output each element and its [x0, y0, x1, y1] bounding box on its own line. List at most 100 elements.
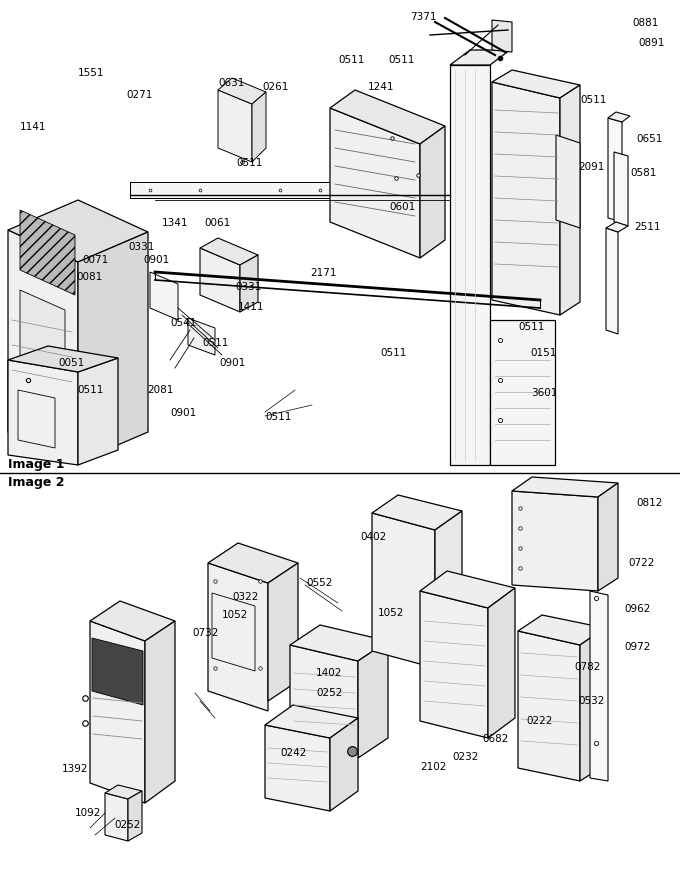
Text: 1341: 1341 — [162, 218, 188, 228]
Polygon shape — [78, 232, 148, 462]
Text: 1411: 1411 — [238, 302, 265, 312]
Polygon shape — [450, 65, 490, 465]
Text: 0511: 0511 — [77, 385, 103, 395]
Text: 0232: 0232 — [452, 752, 478, 762]
Polygon shape — [512, 491, 598, 591]
Polygon shape — [208, 563, 268, 711]
Text: 1551: 1551 — [78, 68, 105, 78]
Text: 0511: 0511 — [388, 55, 414, 65]
Text: 0732: 0732 — [192, 628, 218, 638]
Polygon shape — [330, 108, 420, 258]
Text: 0511: 0511 — [236, 158, 262, 168]
Text: 0601: 0601 — [389, 202, 415, 212]
Text: 0331: 0331 — [235, 282, 261, 292]
Polygon shape — [8, 200, 148, 262]
Polygon shape — [512, 477, 618, 497]
Polygon shape — [90, 621, 145, 803]
Polygon shape — [490, 320, 555, 465]
Polygon shape — [330, 718, 358, 811]
Text: 0511: 0511 — [338, 55, 364, 65]
Polygon shape — [92, 638, 143, 705]
Polygon shape — [200, 238, 258, 265]
Polygon shape — [420, 591, 488, 738]
Text: 0651: 0651 — [636, 134, 662, 144]
Polygon shape — [20, 290, 65, 400]
Text: 0962: 0962 — [624, 604, 650, 614]
Polygon shape — [435, 511, 462, 668]
Text: 0901: 0901 — [143, 255, 169, 265]
Text: 0252: 0252 — [114, 820, 140, 830]
Text: 0511: 0511 — [580, 95, 607, 105]
Polygon shape — [252, 92, 266, 162]
Polygon shape — [358, 641, 388, 758]
Polygon shape — [330, 90, 445, 144]
Polygon shape — [420, 126, 445, 258]
Text: 0972: 0972 — [624, 642, 650, 652]
Polygon shape — [608, 112, 630, 122]
Text: 0071: 0071 — [82, 255, 108, 265]
Text: 0682: 0682 — [482, 734, 509, 744]
Text: 0631: 0631 — [218, 78, 244, 88]
Text: 1241: 1241 — [368, 82, 394, 92]
Polygon shape — [290, 645, 358, 758]
Text: Image 1: Image 1 — [8, 458, 65, 471]
Text: 0532: 0532 — [578, 696, 605, 706]
Text: 0891: 0891 — [638, 38, 664, 48]
Text: Image 2: Image 2 — [8, 476, 65, 489]
Polygon shape — [200, 248, 240, 312]
Text: 2091: 2091 — [578, 162, 605, 172]
Text: 0252: 0252 — [316, 688, 342, 698]
Polygon shape — [614, 152, 628, 226]
Polygon shape — [8, 230, 78, 462]
Text: 0812: 0812 — [636, 498, 662, 508]
Text: 0881: 0881 — [632, 18, 658, 28]
Text: 0552: 0552 — [306, 578, 333, 588]
Text: 1052: 1052 — [378, 608, 405, 618]
Text: 0722: 0722 — [628, 558, 654, 568]
Text: 2171: 2171 — [310, 268, 337, 278]
Polygon shape — [128, 791, 142, 841]
Polygon shape — [560, 85, 580, 315]
Text: 3601: 3601 — [531, 388, 558, 398]
Text: 0242: 0242 — [280, 748, 307, 758]
Text: 0081: 0081 — [76, 272, 102, 282]
Polygon shape — [372, 495, 462, 530]
Polygon shape — [606, 228, 618, 334]
Text: 0261: 0261 — [262, 82, 288, 92]
Polygon shape — [608, 118, 622, 222]
Polygon shape — [8, 360, 78, 465]
Polygon shape — [492, 82, 560, 315]
Text: 0541: 0541 — [170, 318, 197, 328]
Text: 2102: 2102 — [420, 762, 446, 772]
Polygon shape — [598, 483, 618, 591]
Text: 0322: 0322 — [232, 592, 258, 602]
Polygon shape — [8, 346, 118, 372]
Text: 2081: 2081 — [147, 385, 173, 395]
Polygon shape — [492, 70, 580, 98]
Polygon shape — [290, 625, 388, 661]
Text: 0511: 0511 — [380, 348, 407, 358]
Polygon shape — [450, 50, 510, 65]
Text: 0061: 0061 — [204, 218, 231, 228]
Text: 0782: 0782 — [574, 662, 600, 672]
Text: 2511: 2511 — [634, 222, 660, 232]
Text: 0581: 0581 — [630, 168, 656, 178]
Polygon shape — [145, 621, 175, 803]
Polygon shape — [556, 135, 580, 228]
Polygon shape — [488, 588, 515, 738]
Polygon shape — [240, 255, 258, 312]
Text: 0222: 0222 — [526, 716, 552, 726]
Polygon shape — [518, 615, 605, 645]
Polygon shape — [590, 591, 608, 781]
Polygon shape — [265, 725, 330, 811]
Text: 0402: 0402 — [360, 532, 386, 542]
Polygon shape — [580, 628, 605, 781]
Polygon shape — [218, 78, 266, 104]
Text: 1052: 1052 — [222, 610, 248, 620]
Text: 0901: 0901 — [170, 408, 197, 418]
Polygon shape — [208, 543, 298, 583]
Text: 1092: 1092 — [75, 808, 101, 818]
Polygon shape — [265, 705, 358, 738]
Polygon shape — [105, 793, 128, 841]
Polygon shape — [372, 513, 435, 668]
